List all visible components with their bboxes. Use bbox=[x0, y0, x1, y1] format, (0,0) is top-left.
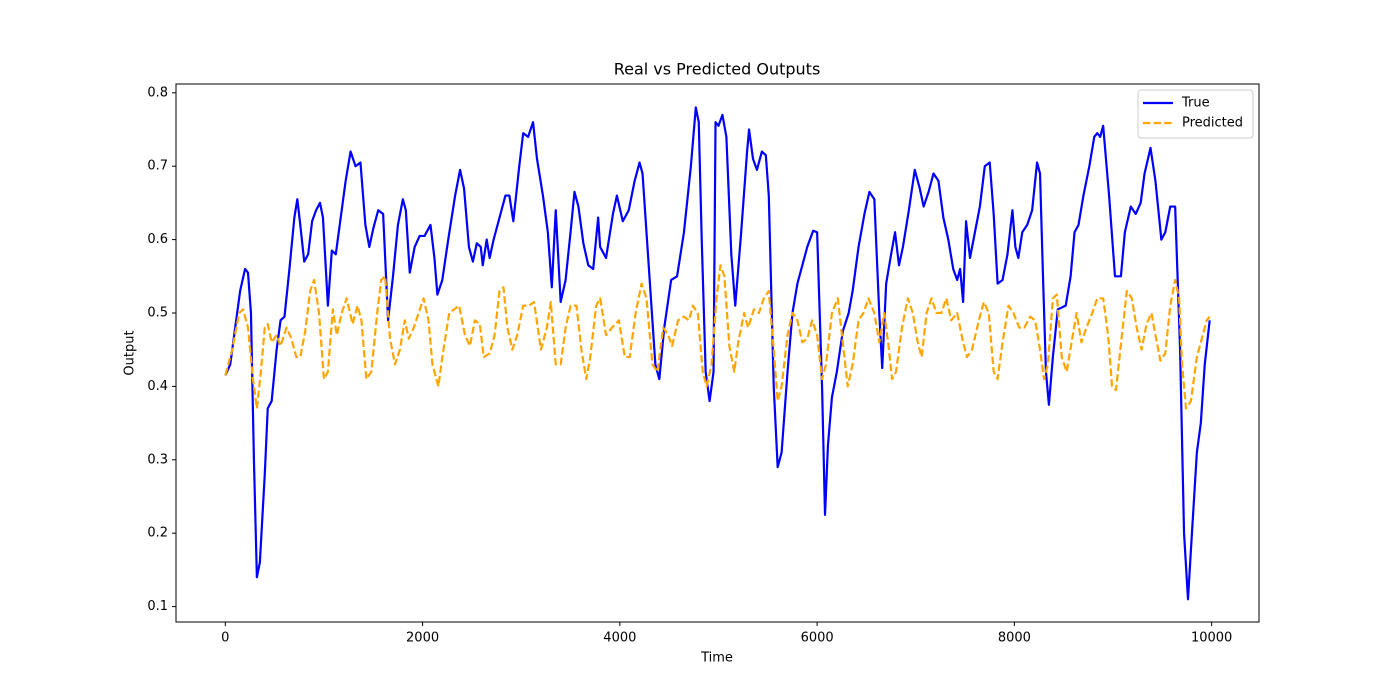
y-axis-label: Output bbox=[123, 330, 138, 375]
y-tick-label: 0.5 bbox=[147, 305, 168, 320]
y-tick-label: 0.7 bbox=[147, 159, 168, 174]
x-tick-label: 8000 bbox=[998, 631, 1031, 646]
series-line bbox=[224, 106, 1211, 601]
x-tick-label: 0 bbox=[221, 631, 229, 646]
x-tick-label: 6000 bbox=[801, 631, 834, 646]
plot-area bbox=[224, 106, 1211, 601]
x-axis-label: Time bbox=[700, 651, 733, 666]
series-line bbox=[224, 264, 1211, 410]
y-tick-label: 0.6 bbox=[147, 232, 168, 247]
axes-frame bbox=[175, 83, 1260, 623]
legend-label: True bbox=[1181, 96, 1210, 111]
y-tick-label: 0.2 bbox=[147, 526, 168, 541]
x-tick-label: 2000 bbox=[406, 631, 439, 646]
y-tick-label: 0.8 bbox=[147, 85, 168, 100]
x-tick-label: 4000 bbox=[603, 631, 636, 646]
y-tick-label: 0.4 bbox=[147, 379, 168, 394]
x-tick-label: 10000 bbox=[1191, 631, 1232, 646]
y-tick-label: 0.1 bbox=[147, 599, 168, 614]
legend-label: Predicted bbox=[1182, 116, 1243, 131]
chart-title: Real vs Predicted Outputs bbox=[614, 60, 821, 79]
y-tick-label: 0.3 bbox=[147, 452, 168, 467]
